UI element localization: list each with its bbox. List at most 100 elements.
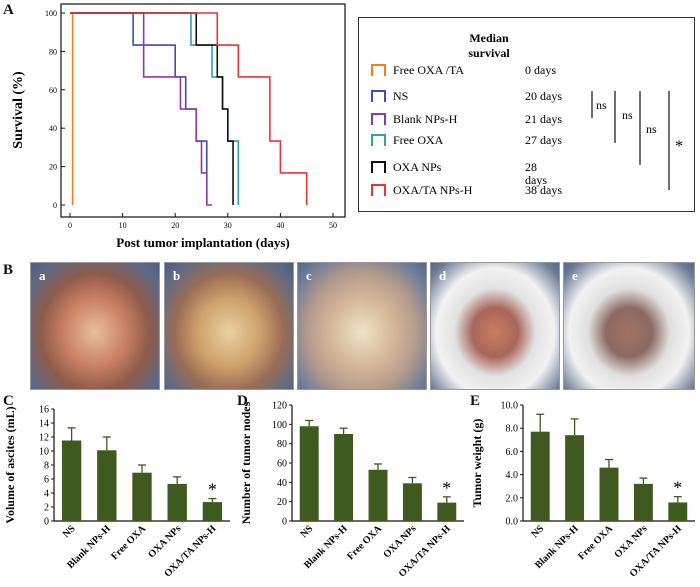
y-tick-label: 40	[49, 124, 57, 133]
y-tick-label: 6.0	[506, 447, 519, 458]
y-tick-label: 20	[277, 497, 287, 508]
legend-label: Free OXA	[393, 133, 444, 147]
x-tick-label: NS	[61, 523, 78, 540]
significance-star: *	[208, 480, 217, 500]
series-line-blank-nps-h	[70, 12, 213, 206]
x-tick-label: 0	[68, 221, 72, 230]
x-tick-label: 10	[119, 221, 127, 230]
legend-median: 0 days	[525, 63, 556, 77]
photo-label-a: a	[39, 268, 46, 283]
bar	[202, 502, 223, 521]
survival-lines	[70, 12, 308, 206]
panel-letter-b: B	[3, 262, 14, 278]
y-axis-label: Volume of ascites (mL)	[3, 406, 17, 523]
panel-letter-a: A	[3, 2, 14, 18]
x-tick-label: NS	[298, 523, 315, 540]
legend-median: 20 days	[525, 89, 562, 103]
y-tick-label: 10.0	[501, 401, 519, 412]
x-tick-label: 30	[224, 221, 232, 230]
bar	[334, 434, 354, 521]
series-line-free-oxa	[70, 12, 240, 205]
x-tick-label: NS	[529, 523, 546, 540]
legend-label: NS	[393, 89, 408, 103]
bar	[599, 467, 619, 521]
x-tick-label: OXA NPs	[146, 523, 183, 560]
y-tick-label: 2.0	[506, 493, 519, 504]
y-tick-label: 2	[44, 503, 49, 514]
y-tick-label: 100	[45, 9, 57, 18]
y-tick-label: 40	[277, 478, 287, 489]
y-tick-label: 100	[272, 420, 287, 431]
legend-swatch	[371, 64, 386, 76]
photo-label-e: e	[572, 268, 578, 283]
x-tick-label: Free OXA	[109, 523, 148, 562]
sig-label: ns	[596, 98, 607, 112]
mouse-photo-d: d	[430, 262, 560, 390]
bar	[167, 483, 187, 521]
bar	[565, 435, 585, 521]
y-tick-label: 60	[49, 86, 57, 95]
survival-axes: 0 10 20 30 40 50 0 20 40 60 80 100	[45, 3, 346, 230]
y-axis-label: Tumor weight (g)	[470, 419, 484, 508]
series-line-free-oxa-ta	[70, 12, 74, 205]
legend-swatch	[371, 113, 386, 125]
legend-swatch	[371, 90, 386, 102]
mouse-photo-a: a	[30, 262, 160, 390]
y-axis-label: Number of tumor nodes	[239, 401, 253, 524]
photo-label-b: b	[173, 268, 181, 283]
mouse-photo-e: e	[563, 262, 695, 390]
legend-swatch	[371, 184, 386, 196]
series-line-oxa-nps	[70, 12, 234, 205]
y-tick-label: 8	[44, 461, 49, 472]
panel-letter-d: D	[237, 393, 248, 409]
legend-label: OXA NPs	[393, 160, 442, 174]
survival-chart: 0 10 20 30 40 50 0 20 40 60 80 100 Post tumor impla…	[11, 3, 346, 250]
legend-median-line2: days	[525, 173, 547, 187]
mouse-photo-b: b	[164, 262, 294, 390]
y-tick-label: 12	[39, 433, 49, 444]
legend-label: OXA/TA NPs-H	[393, 183, 473, 197]
bar	[530, 431, 550, 521]
bar	[437, 502, 457, 521]
panel-letter-c: C	[3, 393, 14, 409]
legend-swatch	[371, 161, 386, 173]
bar	[402, 483, 422, 521]
plot-frame	[60, 3, 346, 218]
survival-legend: Median survival Free OXA /TA 0 days NS 20 d…	[358, 17, 695, 212]
y-tick-label: 20	[49, 163, 57, 172]
y-tick-label: 14	[39, 419, 49, 430]
y-tick-label: 120	[272, 401, 287, 412]
legend-median: 28	[525, 160, 537, 174]
x-tick-label: Free OXA	[345, 523, 384, 562]
significance-star: *	[442, 478, 451, 498]
y-tick-label: 0	[44, 517, 49, 528]
y-tick-label: 10	[39, 447, 49, 458]
sig-label: ns	[622, 108, 633, 122]
y-tick-label: 0	[282, 517, 287, 528]
significance-star: *	[673, 478, 682, 498]
panel-letter-e: E	[470, 393, 481, 409]
sig-label: *	[675, 138, 683, 155]
series-line-oxa-ta-nps-h	[70, 12, 308, 205]
legend-label: Blank NPs-H	[393, 112, 458, 126]
legend-title-survival: survival	[468, 46, 510, 60]
legend-label: Free OXA /TA	[393, 63, 464, 77]
bar	[132, 472, 152, 521]
y-tick-label: 80	[49, 47, 57, 56]
y-tick-label: 60	[277, 459, 287, 470]
x-tick-label: 20	[171, 221, 179, 230]
bar	[668, 502, 688, 521]
bar	[97, 450, 117, 521]
x-axis-label: Post tumor implantation (days)	[116, 235, 289, 250]
y-axis-label: Survival (%)	[11, 71, 26, 149]
y-tick-label: 8.0	[506, 424, 519, 435]
legend-median: 27 days	[525, 133, 562, 147]
legend-median: 38 days	[525, 183, 562, 197]
bar	[368, 469, 388, 521]
y-tick-label: 16	[39, 405, 49, 416]
y-tick-label: 4.0	[506, 470, 519, 481]
y-tick-label: 0	[53, 201, 57, 210]
legend-median: 21 days	[525, 112, 562, 126]
